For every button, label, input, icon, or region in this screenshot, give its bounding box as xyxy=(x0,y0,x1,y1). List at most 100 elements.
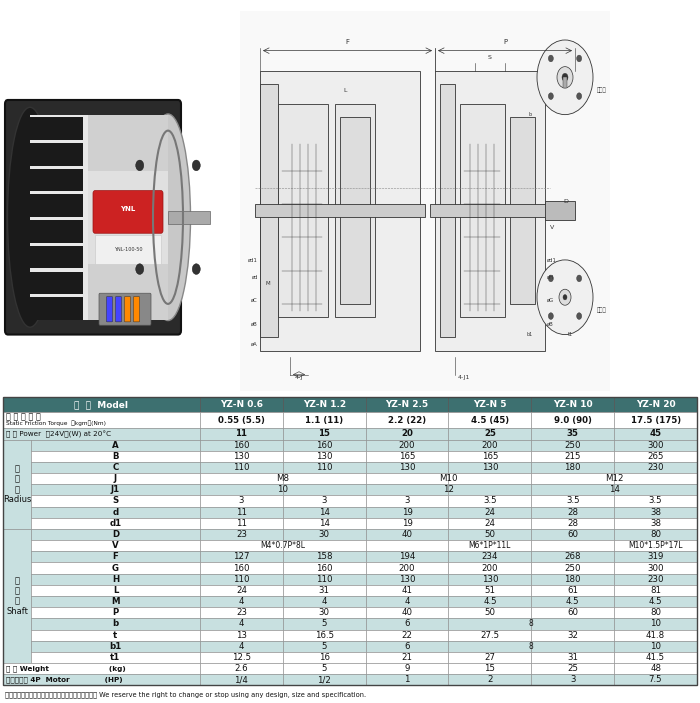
Text: YNL-100-50: YNL-100-50 xyxy=(113,247,142,252)
Text: P: P xyxy=(113,608,118,617)
FancyBboxPatch shape xyxy=(95,235,161,264)
FancyBboxPatch shape xyxy=(116,297,122,322)
Text: 4: 4 xyxy=(239,619,244,628)
FancyBboxPatch shape xyxy=(99,293,151,325)
Text: 5: 5 xyxy=(321,664,327,673)
Bar xyxy=(614,428,697,439)
Text: 130: 130 xyxy=(316,452,332,460)
Text: 160: 160 xyxy=(233,441,250,450)
Text: 250: 250 xyxy=(564,564,581,572)
Text: 25: 25 xyxy=(484,430,496,439)
FancyBboxPatch shape xyxy=(88,171,168,264)
Text: 3: 3 xyxy=(570,676,575,684)
Text: 3.5: 3.5 xyxy=(483,496,497,505)
Bar xyxy=(200,529,283,540)
Bar xyxy=(545,201,575,220)
Text: 31: 31 xyxy=(318,586,330,595)
Text: S: S xyxy=(113,496,118,505)
Text: 28: 28 xyxy=(567,508,578,517)
Circle shape xyxy=(193,264,200,274)
Text: 15: 15 xyxy=(484,664,496,673)
Bar xyxy=(531,473,614,484)
Bar xyxy=(283,629,365,640)
Text: 22: 22 xyxy=(402,631,412,640)
Bar xyxy=(614,562,697,574)
Bar xyxy=(365,451,449,462)
Text: 軸
方
向
Shaft: 軸 方 向 Shaft xyxy=(6,576,28,616)
Bar xyxy=(531,607,614,619)
Bar xyxy=(449,428,531,439)
Text: 2.6: 2.6 xyxy=(234,664,248,673)
Text: t1: t1 xyxy=(568,332,573,337)
Bar xyxy=(365,596,449,607)
Bar xyxy=(200,507,283,517)
Text: J1: J1 xyxy=(111,485,120,494)
Text: 5: 5 xyxy=(321,619,327,628)
Bar xyxy=(531,574,614,585)
Bar xyxy=(531,663,614,674)
Bar xyxy=(449,551,531,562)
Bar xyxy=(614,640,697,652)
Text: 160: 160 xyxy=(233,564,250,572)
Bar xyxy=(614,629,697,640)
Bar xyxy=(3,674,200,685)
Text: 4-J1: 4-J1 xyxy=(458,375,470,380)
Bar xyxy=(200,585,283,596)
Text: 40: 40 xyxy=(402,530,412,539)
Bar xyxy=(449,473,531,484)
Text: B: B xyxy=(112,452,119,460)
Bar xyxy=(531,413,614,428)
Text: 10: 10 xyxy=(650,619,661,628)
Text: 30: 30 xyxy=(318,608,330,617)
Circle shape xyxy=(562,73,568,82)
Bar xyxy=(240,11,610,391)
Text: G: G xyxy=(112,564,119,572)
Bar xyxy=(283,596,365,607)
Text: 4.5: 4.5 xyxy=(649,597,662,606)
Text: 重 量 Weight                        (kg): 重 量 Weight (kg) xyxy=(6,665,126,672)
Bar xyxy=(283,413,365,428)
Bar xyxy=(531,585,614,596)
Bar xyxy=(31,574,200,585)
Text: 127: 127 xyxy=(233,553,250,562)
Text: 24: 24 xyxy=(484,508,496,517)
Text: ød: ød xyxy=(251,275,258,280)
Text: 130: 130 xyxy=(233,452,250,460)
Bar xyxy=(531,629,614,640)
Text: 23: 23 xyxy=(236,530,247,539)
Text: 4.5: 4.5 xyxy=(483,597,497,606)
Bar xyxy=(449,663,531,674)
Text: t1: t1 xyxy=(111,653,120,662)
Text: 4.5 (45): 4.5 (45) xyxy=(471,416,509,425)
Text: J: J xyxy=(114,474,117,483)
Bar xyxy=(28,220,83,243)
Bar xyxy=(449,439,531,451)
Text: 7.5: 7.5 xyxy=(649,676,662,684)
FancyBboxPatch shape xyxy=(93,191,163,233)
Text: 230: 230 xyxy=(648,463,664,472)
Bar xyxy=(531,517,614,529)
FancyBboxPatch shape xyxy=(134,297,139,322)
Bar xyxy=(614,507,697,517)
Bar xyxy=(31,462,200,473)
Text: 30: 30 xyxy=(318,530,330,539)
Text: 27.5: 27.5 xyxy=(480,631,500,640)
Text: 160: 160 xyxy=(316,441,332,450)
Bar xyxy=(449,517,531,529)
Bar xyxy=(614,607,697,619)
Text: 250: 250 xyxy=(564,441,581,450)
Circle shape xyxy=(557,67,573,88)
Text: øC: øC xyxy=(251,297,258,302)
Bar xyxy=(531,462,614,473)
Text: b1: b1 xyxy=(109,642,122,651)
Text: 50: 50 xyxy=(484,530,496,539)
Text: L: L xyxy=(343,88,346,93)
Bar xyxy=(460,104,505,317)
FancyBboxPatch shape xyxy=(30,115,168,320)
Text: YZ-N 20: YZ-N 20 xyxy=(636,400,676,409)
Bar xyxy=(3,413,200,428)
Bar xyxy=(200,562,283,574)
Text: A: A xyxy=(112,441,119,450)
Bar xyxy=(283,540,365,551)
Text: 4.5: 4.5 xyxy=(566,597,580,606)
